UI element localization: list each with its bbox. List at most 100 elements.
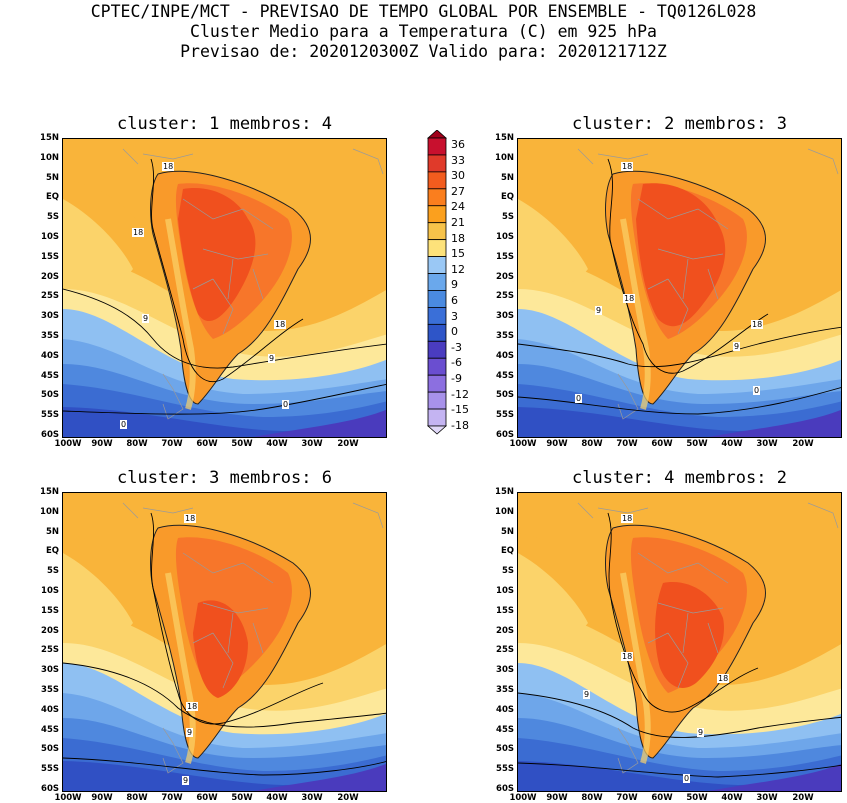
header-line-2: Cluster Medio para a Temperatura (C) em … [190, 22, 657, 41]
colorbar-label: -12 [451, 387, 469, 401]
lon-label: 20W [337, 439, 359, 449]
panel-1-title: cluster: 1 membros: 4 [117, 114, 332, 134]
contour-label: 9 [697, 728, 705, 737]
lat-label: 35S [496, 685, 514, 695]
lat-label: 55S [496, 764, 514, 775]
contour-label: 9 [182, 776, 190, 785]
lat-label: 45S [496, 724, 514, 735]
contour-label: 18 [751, 320, 764, 329]
lon-label: 100W [509, 439, 537, 449]
header-line-3: Previsao de: 2020120300Z Valido para: 20… [180, 42, 667, 61]
lat-label: 5S [46, 212, 59, 223]
lat-label: 5N [500, 526, 514, 537]
map-panel-cluster-2 [517, 138, 842, 438]
lat-label: 30S [496, 311, 514, 322]
contour-label: 0 [120, 420, 128, 429]
contour-label: 18 [621, 652, 634, 661]
lat-label: 60S [41, 784, 59, 794]
contour-label: 18 [717, 674, 730, 683]
contour-label: 18 [184, 514, 197, 523]
lon-label: 90W [546, 439, 568, 449]
lat-label: 50S [41, 390, 59, 401]
lat-label: 55S [496, 410, 514, 421]
lon-label: 90W [546, 793, 568, 803]
lat-label: 40S [496, 350, 514, 361]
contour-label: 9 [583, 690, 591, 699]
colorbar-label: 9 [451, 278, 458, 292]
lat-label: 15N [40, 133, 59, 143]
lat-label: EQ [500, 192, 514, 203]
lat-label: 50S [496, 744, 514, 755]
lat-label: 45S [41, 724, 59, 735]
lat-label: 60S [496, 784, 514, 794]
lon-label: 60W [196, 793, 218, 803]
colorbar-label: -3 [451, 340, 462, 354]
lat-label: 40S [41, 350, 59, 361]
lat-label: 15N [495, 133, 514, 143]
colorbar-label: -6 [451, 356, 462, 370]
colorbar-label: -15 [451, 403, 469, 417]
colorbar-label: 21 [451, 216, 465, 229]
colorbar-label: 33 [451, 153, 465, 167]
lon-label: 50W [231, 793, 253, 803]
lon-label: 60W [651, 439, 673, 449]
lon-label: 40W [266, 439, 288, 449]
lat-label: 15S [41, 251, 59, 262]
lon-label: 30W [756, 439, 778, 449]
lat-label: 55S [41, 764, 59, 775]
lat-label: 5S [46, 566, 59, 577]
contour-label: 9 [733, 342, 741, 351]
colorbar-label: 0 [451, 325, 458, 339]
lon-label: 90W [91, 793, 113, 803]
contour-label: 18 [623, 294, 636, 303]
contour-label: 0 [683, 774, 691, 783]
lon-label: 70W [616, 793, 638, 803]
contour-label: 9 [186, 728, 194, 737]
lat-label: 10S [496, 586, 514, 596]
colorbar-label: 12 [451, 262, 465, 276]
lat-label: 20S [496, 625, 514, 636]
lat-label: 55S [41, 410, 59, 421]
lon-label: 40W [721, 439, 743, 449]
lat-label: 15S [496, 251, 514, 262]
lat-label: 25S [496, 291, 514, 302]
panel-4-title: cluster: 4 membros: 2 [572, 468, 787, 488]
lon-label: 80W [581, 439, 603, 449]
lat-label: 10N [40, 506, 59, 517]
colorbar-label: -18 [451, 418, 469, 432]
lat-label: 25S [496, 645, 514, 656]
lat-label: 15S [41, 605, 59, 616]
lat-label: 20S [41, 625, 59, 636]
lat-label: 60S [41, 430, 59, 440]
lon-label: 30W [756, 793, 778, 803]
lon-label: 60W [196, 439, 218, 449]
lat-label: 5S [501, 212, 514, 223]
colorbar-label: 6 [451, 294, 458, 307]
colorbar-label: 30 [451, 169, 465, 183]
lon-label: 20W [337, 793, 359, 803]
lat-label: 30S [496, 665, 514, 676]
lat-label: EQ [45, 192, 59, 203]
lat-label: 40S [496, 704, 514, 715]
lat-label: 45S [496, 370, 514, 381]
contour-label: 18 [274, 320, 287, 329]
lon-label: 50W [686, 793, 708, 803]
panel-2-title: cluster: 2 membros: 3 [572, 114, 787, 134]
lat-label: 15N [40, 487, 59, 497]
lon-label: 60W [651, 793, 673, 803]
colorbar-label: 27 [451, 184, 465, 198]
lat-label: 5N [500, 172, 514, 183]
colorbar-label: 24 [451, 200, 465, 214]
colorbar-label: -9 [451, 372, 462, 385]
lat-label: 10S [496, 232, 514, 242]
contour-label: 18 [186, 702, 199, 711]
colorbar-label: 18 [451, 231, 465, 245]
contour-label: 9 [268, 354, 276, 363]
contour-label: 18 [132, 228, 145, 237]
lon-label: 70W [616, 439, 638, 449]
lon-label: 30W [301, 439, 323, 449]
lon-label: 20W [792, 793, 814, 803]
map-panel-cluster-1 [62, 138, 387, 438]
lon-label: 80W [126, 793, 148, 803]
lon-label: 90W [91, 439, 113, 449]
